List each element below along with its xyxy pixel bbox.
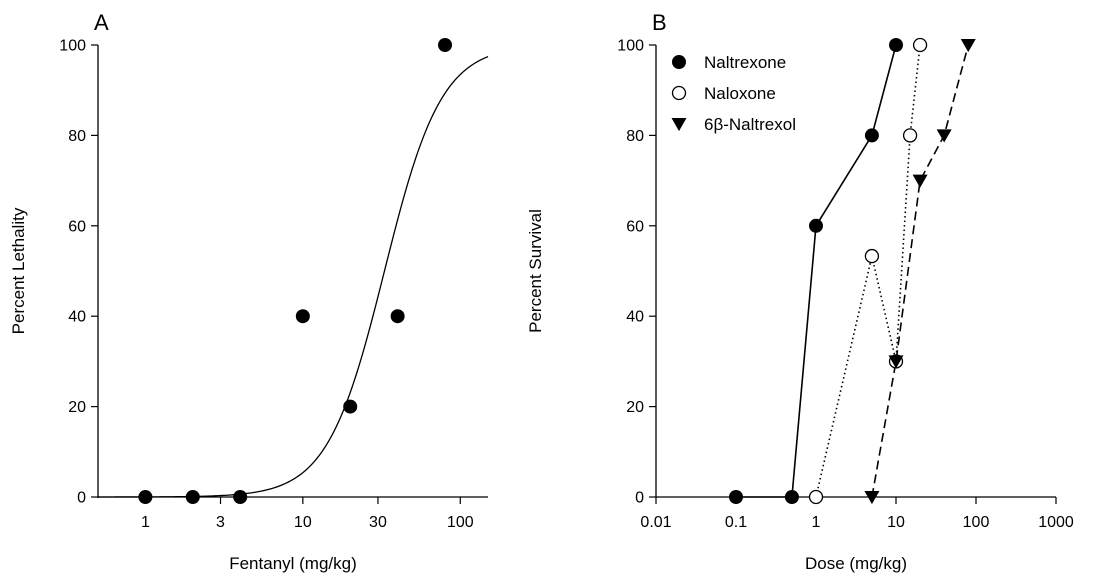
x-tick-label: 3 <box>216 514 225 531</box>
y-tick-label: 0 <box>77 490 86 507</box>
y-tick-label: 40 <box>68 309 86 326</box>
data-point <box>671 118 687 132</box>
data-point <box>960 39 976 53</box>
data-point <box>912 174 928 188</box>
legend-label: Naloxone <box>704 84 776 103</box>
y-tick-label: 80 <box>626 128 644 145</box>
x-tick-label: 100 <box>963 514 990 531</box>
y-tick-label: 100 <box>617 38 644 55</box>
x-axis-title: Fentanyl (mg/kg) <box>229 554 357 573</box>
data-point <box>729 490 743 504</box>
data-point <box>784 490 799 504</box>
data-point <box>864 128 879 143</box>
fit-curve <box>98 56 489 498</box>
y-tick-label: 100 <box>59 38 86 55</box>
x-axis-title: Dose (mg/kg) <box>805 554 907 573</box>
data-point <box>343 399 358 414</box>
x-tick-label: 10 <box>887 514 905 531</box>
data-point <box>438 38 453 52</box>
data-point <box>936 129 952 143</box>
x-tick-label: 10 <box>294 514 312 531</box>
panel-label: B <box>652 10 667 35</box>
data-point <box>912 37 928 53</box>
x-tick-label: 1 <box>141 514 150 531</box>
data-point <box>233 490 248 504</box>
x-tick-label: 1000 <box>1038 514 1074 531</box>
data-point <box>808 489 824 505</box>
x-tick-label: 0.1 <box>725 514 747 531</box>
y-tick-label: 80 <box>68 128 86 145</box>
data-point <box>390 309 405 324</box>
data-point <box>185 490 200 504</box>
data-point <box>888 355 904 369</box>
y-tick-label: 20 <box>626 399 644 416</box>
y-tick-label: 40 <box>626 309 644 326</box>
y-tick-label: 0 <box>635 490 644 507</box>
x-tick-label: 0.01 <box>640 514 671 531</box>
data-point <box>671 85 687 101</box>
y-tick-label: 20 <box>68 399 86 416</box>
x-tick-label: 30 <box>369 514 387 531</box>
series-line <box>871 44 970 498</box>
x-tick-label: 1 <box>812 514 821 531</box>
panel-a: 0 20 40 60 80 100 1 3 10 30 100 Fentanyl (mg/kg) Per… <box>9 10 489 573</box>
legend-label: Naltrexone <box>704 53 786 72</box>
panel-label: A <box>94 10 109 35</box>
y-tick-label: 60 <box>68 218 86 235</box>
legend-label: 6β-Naltrexol <box>704 115 796 134</box>
series-line <box>815 44 921 498</box>
y-axis-title: Percent Lethality <box>9 207 28 334</box>
data-point <box>138 490 153 504</box>
data-point <box>889 38 903 52</box>
x-tick-label: 100 <box>447 514 474 531</box>
data-point <box>809 218 823 233</box>
y-axis-title: Percent Survival <box>526 209 545 333</box>
data-point <box>864 248 880 264</box>
data-point <box>902 128 918 143</box>
series-line <box>736 44 897 498</box>
data-point <box>672 55 686 69</box>
panel-b: 0 20 40 60 80 100 0.01 0.1 1 10 100 1000 Dose (mg/kg… <box>526 10 1074 573</box>
y-tick-label: 60 <box>626 218 644 235</box>
data-point <box>864 491 880 505</box>
data-point <box>295 309 310 324</box>
